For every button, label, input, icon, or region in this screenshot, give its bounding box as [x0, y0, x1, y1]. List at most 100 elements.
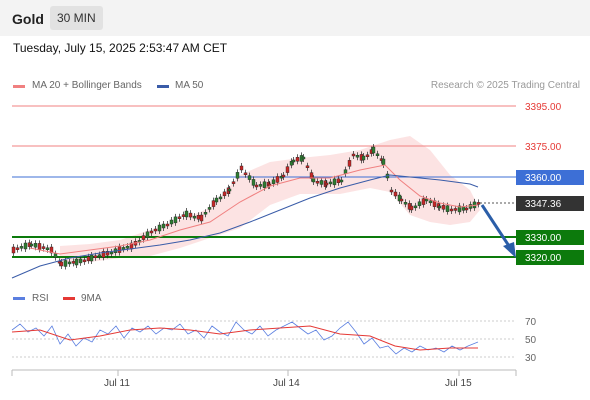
x-tick-jul14: Jul 14: [273, 378, 300, 389]
candle: [71, 261, 76, 264]
candle: [218, 196, 223, 200]
candle: [247, 175, 252, 180]
candle: [319, 180, 324, 185]
candle: [15, 247, 20, 250]
instrument-title: Gold: [12, 11, 44, 27]
candle: [347, 160, 352, 167]
candle: [45, 247, 50, 251]
candle: [243, 172, 248, 176]
candle: [381, 158, 386, 166]
research-credit: Research © 2025 Trading Central: [430, 80, 580, 91]
candle: [231, 181, 236, 184]
candle: [239, 165, 244, 171]
rsi-legend-swatch: [13, 297, 25, 300]
candle: [468, 204, 473, 209]
level-label-3375: 3375.00: [525, 142, 562, 153]
candle: [33, 242, 38, 248]
rsi-legend-label: RSI: [32, 293, 49, 304]
level-label-3360: 3360.00: [525, 173, 562, 184]
candle: [59, 261, 64, 267]
candle: [145, 231, 150, 239]
candle: [173, 216, 178, 224]
candle: [324, 182, 329, 186]
candle: [86, 256, 91, 261]
candle: [177, 216, 182, 219]
candle: [315, 181, 320, 184]
level-tag-3360: [516, 170, 584, 185]
candle: [211, 200, 216, 207]
candle: [399, 198, 404, 202]
candle: [291, 159, 296, 163]
ma20-legend-swatch: [13, 85, 25, 88]
candle: [281, 174, 286, 178]
candle: [343, 169, 348, 174]
candle: [365, 154, 370, 158]
candle: [105, 250, 110, 256]
candle: [424, 198, 429, 202]
candle: [371, 146, 376, 154]
candle: [222, 191, 227, 197]
level-tag-3330: [516, 230, 584, 245]
candle: [328, 181, 333, 185]
candle: [196, 214, 201, 220]
candle: [351, 153, 356, 157]
candle: [409, 205, 414, 211]
x-tick-jul15: Jul 15: [445, 378, 472, 389]
candle: [23, 242, 28, 250]
candle: [29, 243, 34, 247]
candle: [53, 253, 58, 258]
last-price-tag: [516, 196, 584, 211]
level-label-3395: 3395.00: [525, 102, 562, 113]
candle: [275, 176, 280, 183]
ma20-line: [29, 164, 479, 255]
candle: [188, 212, 193, 218]
candle: [332, 178, 337, 186]
ma9-legend-swatch: [63, 297, 75, 300]
candle: [199, 214, 204, 222]
ma50-legend-label: MA 50: [175, 80, 204, 91]
candle: [305, 165, 310, 169]
candle: [403, 201, 408, 205]
candle: [149, 230, 154, 234]
candle: [285, 166, 290, 173]
candle: [11, 246, 16, 254]
candle: [157, 224, 162, 232]
candle: [361, 155, 366, 161]
rsi-label-30: 30: [525, 353, 537, 364]
candle: [117, 246, 122, 253]
candle: [37, 243, 42, 250]
timeframe-badge[interactable]: 30 MIN: [50, 6, 103, 30]
candle: [397, 194, 402, 202]
candle: [161, 223, 166, 229]
candle: [207, 207, 212, 210]
candle: [121, 247, 126, 250]
candle: [63, 260, 68, 267]
candle: [101, 251, 106, 258]
candle: [141, 235, 146, 240]
candle: [457, 205, 462, 213]
level-label-3320: 3320.00: [525, 253, 562, 264]
candle: [295, 156, 300, 162]
ma20-legend-label: MA 20 + Bollinger Bands: [32, 80, 142, 91]
candle: [125, 245, 130, 249]
candle: [476, 202, 481, 205]
candle: [441, 205, 446, 210]
candle: [82, 259, 87, 263]
candle: [389, 189, 394, 193]
candle: [271, 179, 276, 184]
candle: [339, 179, 344, 183]
ma50-line: [11, 174, 479, 279]
candle: [41, 246, 46, 249]
candle: [49, 246, 54, 254]
candle: [445, 205, 450, 212]
candle: [203, 211, 208, 215]
candle: [262, 181, 267, 188]
candle: [74, 258, 79, 266]
candle: [254, 184, 259, 188]
x-tick-jul11: Jul 11: [104, 378, 130, 389]
candle: [258, 184, 263, 187]
candle: [355, 154, 360, 158]
chart-header: Gold 30 MIN: [0, 0, 590, 36]
rsi-label-70: 70: [525, 317, 537, 328]
